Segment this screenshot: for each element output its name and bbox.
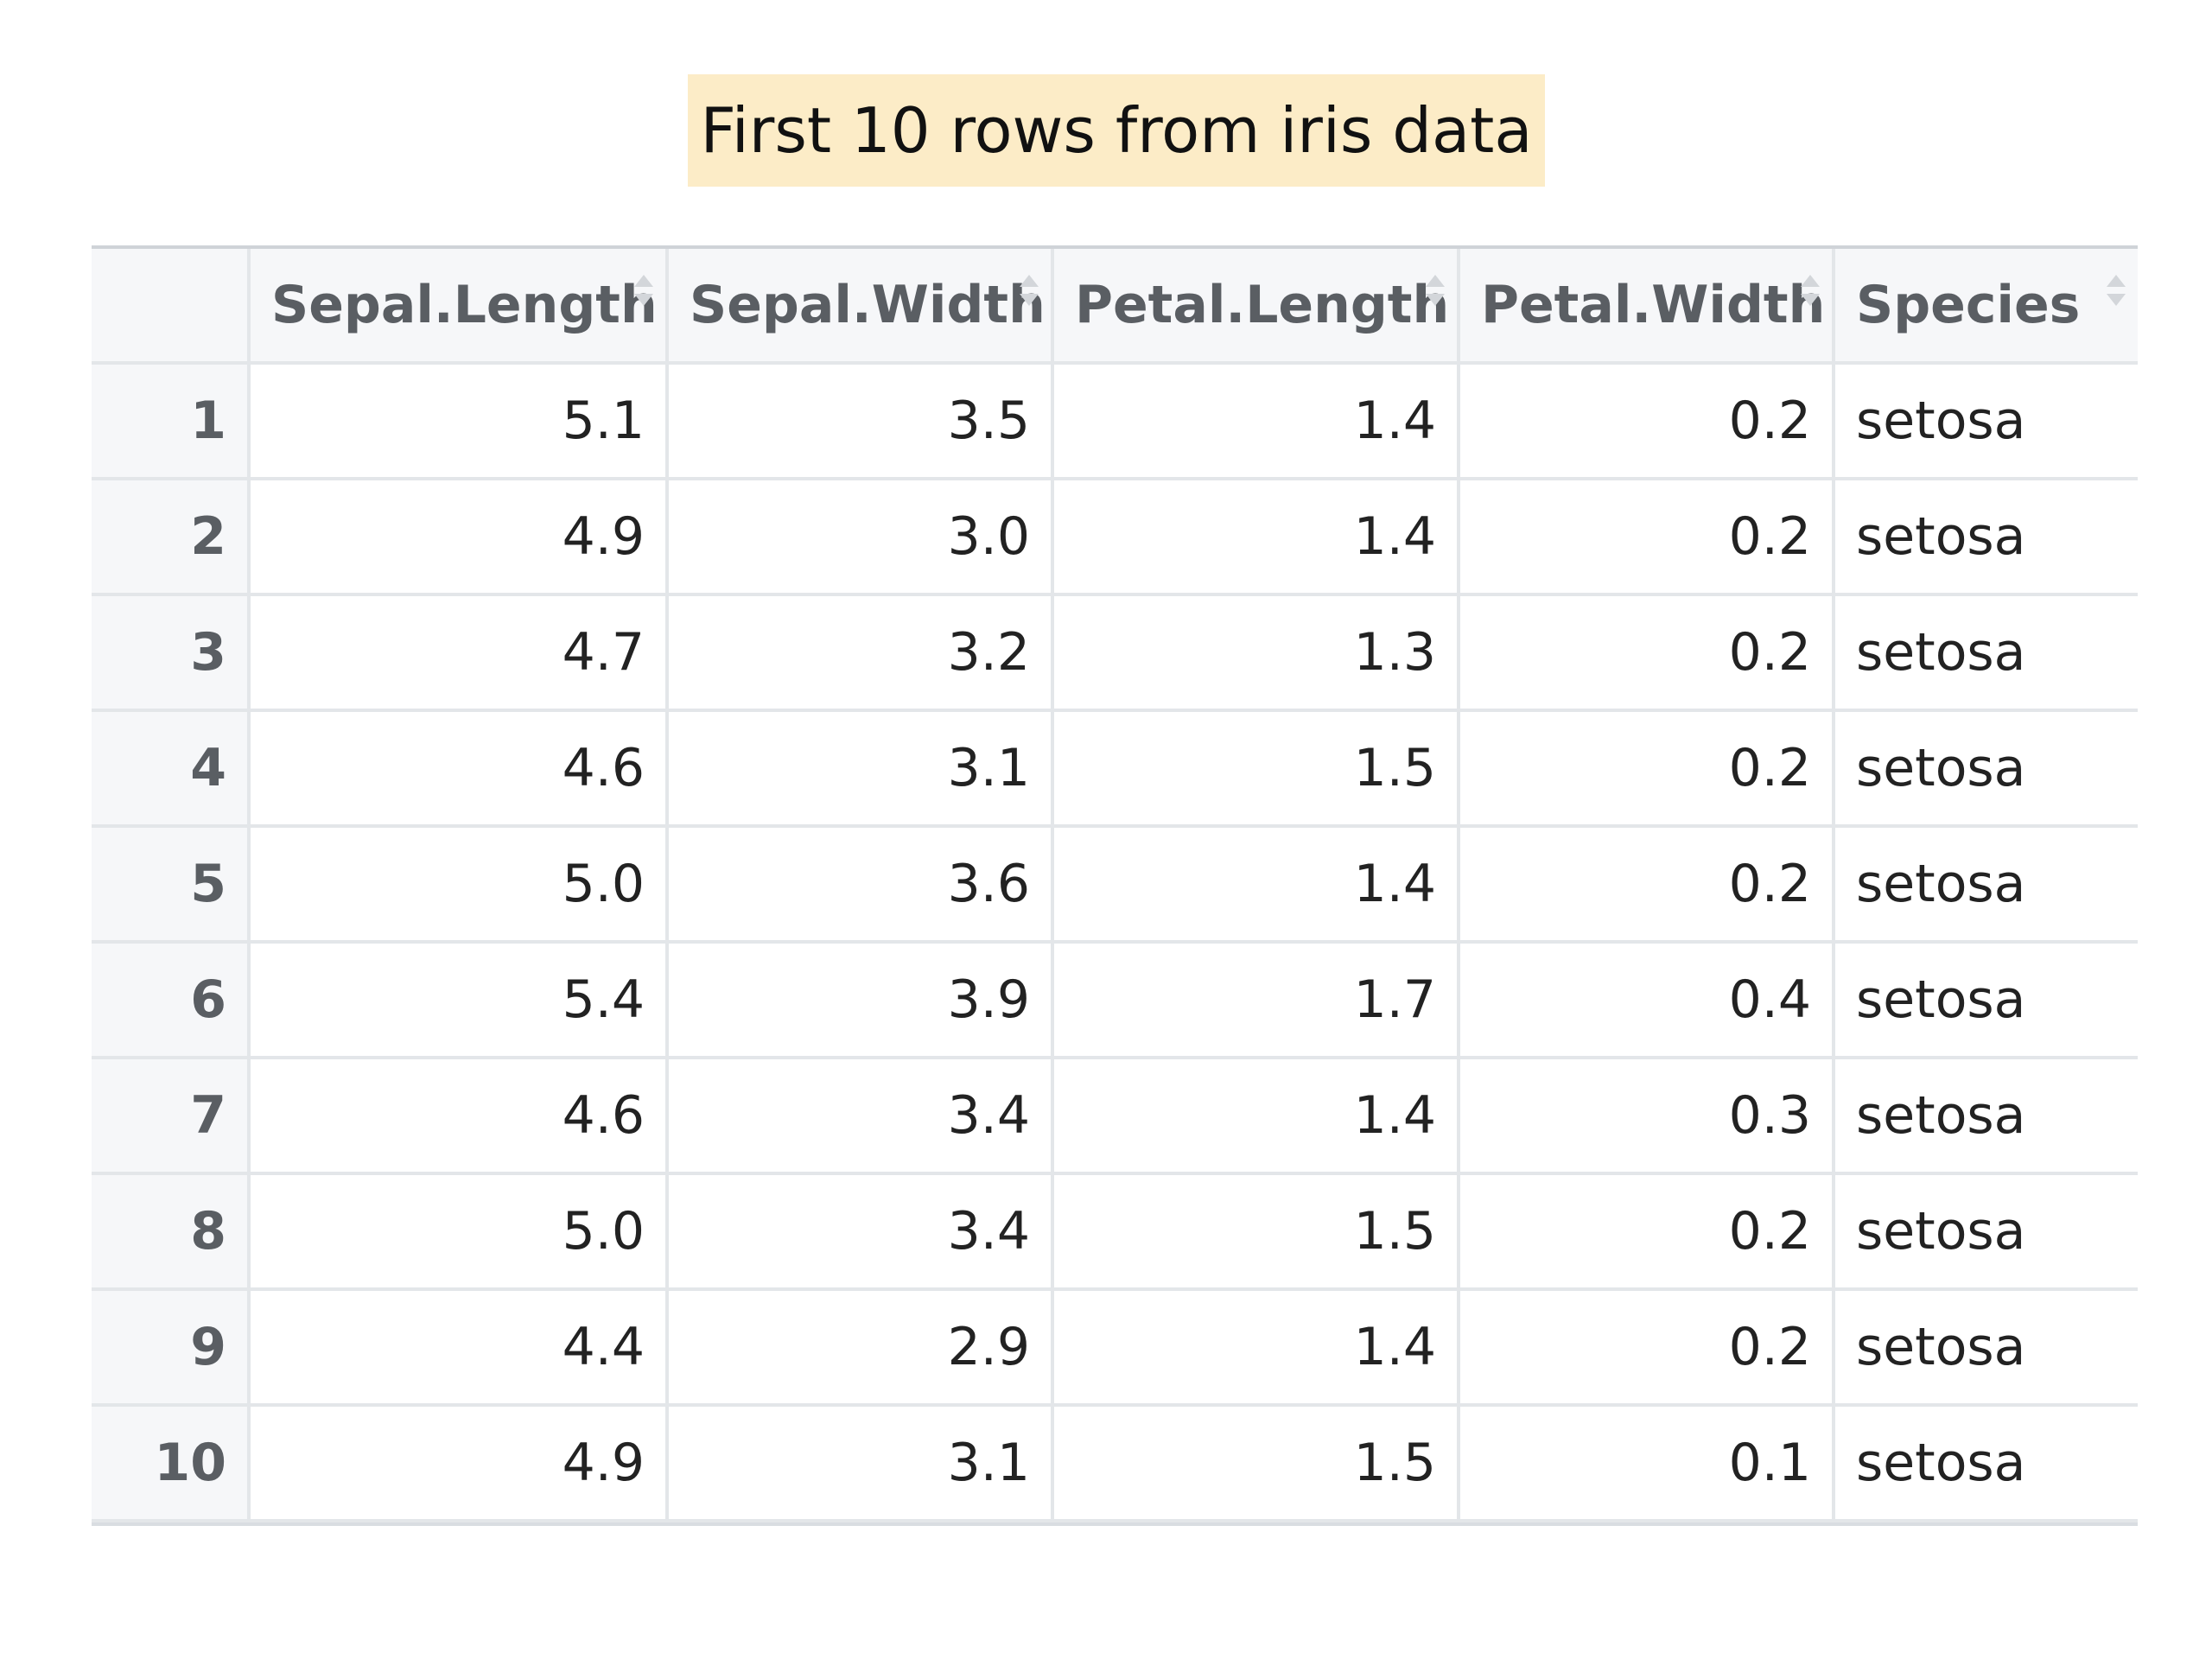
cell-species: setosa [1832,1058,2138,1175]
cell-petal-width: 0.3 [1457,1058,1834,1175]
table-row: 1 5.1 3.5 1.4 0.2 setosa [92,363,2138,480]
header-rownames [92,249,249,365]
cell-petal-width: 0.2 [1457,363,1834,480]
cell-sepal-width: 3.1 [665,710,1052,828]
table-row: 8 5.0 3.4 1.5 0.2 setosa [92,1173,2138,1291]
data-table: Sepal.Length Sepal.Width Petal.Length Pe… [92,249,2138,1522]
row-number: 4 [92,710,249,828]
header-label: Species [1856,275,2081,335]
cell-petal-width: 0.2 [1457,826,1834,944]
cell-species: setosa [1832,479,2138,596]
row-number: 5 [92,826,249,944]
cell-sepal-length: 4.9 [247,1405,667,1522]
row-number: 9 [92,1289,249,1407]
sort-icon[interactable] [634,275,653,313]
header-petal-length[interactable]: Petal.Length [1051,249,1459,365]
cell-species: setosa [1832,942,2138,1059]
cell-sepal-width: 3.0 [665,479,1052,596]
table-header: Sepal.Length Sepal.Width Petal.Length Pe… [92,249,2138,365]
table-row: 9 4.4 2.9 1.4 0.2 setosa [92,1289,2138,1407]
header-label: Petal.Length [1075,275,1450,335]
row-number: 2 [92,479,249,596]
cell-sepal-length: 5.0 [247,826,667,944]
cell-species: setosa [1832,710,2138,828]
header-petal-width[interactable]: Petal.Width [1457,249,1834,365]
sort-icon[interactable] [1020,275,1039,313]
row-number: 10 [92,1405,249,1522]
header-label: Sepal.Width [690,275,1046,335]
header-row: Sepal.Length Sepal.Width Petal.Length Pe… [92,249,2138,365]
table-row: 6 5.4 3.9 1.7 0.4 setosa [92,942,2138,1059]
sort-icon[interactable] [1801,275,1820,313]
table-row: 7 4.6 3.4 1.4 0.3 setosa [92,1058,2138,1175]
row-number: 7 [92,1058,249,1175]
cell-sepal-width: 3.6 [665,826,1052,944]
header-sepal-length[interactable]: Sepal.Length [247,249,667,365]
row-number: 1 [92,363,249,480]
cell-petal-width: 0.4 [1457,942,1834,1059]
cell-petal-width: 0.2 [1457,479,1834,596]
cell-petal-width: 0.2 [1457,1289,1834,1407]
cell-species: setosa [1832,363,2138,480]
table-row: 5 5.0 3.6 1.4 0.2 setosa [92,826,2138,944]
cell-petal-length: 1.4 [1051,1289,1459,1407]
table-body: 1 5.1 3.5 1.4 0.2 setosa 2 4.9 3.0 1.4 0… [92,363,2138,1522]
cell-species: setosa [1832,1173,2138,1291]
row-number: 6 [92,942,249,1059]
cell-sepal-width: 3.5 [665,363,1052,480]
data-table-container: Sepal.Length Sepal.Width Petal.Length Pe… [92,245,2138,1526]
table-row: 10 4.9 3.1 1.5 0.1 setosa [92,1405,2138,1522]
cell-petal-length: 1.3 [1051,594,1459,712]
header-label: Petal.Width [1481,275,1826,335]
cell-petal-width: 0.2 [1457,594,1834,712]
table-title: First 10 rows from iris data [700,94,1533,167]
row-number: 3 [92,594,249,712]
cell-petal-length: 1.4 [1051,363,1459,480]
cell-sepal-length: 5.0 [247,1173,667,1291]
cell-species: setosa [1832,1289,2138,1407]
cell-petal-length: 1.4 [1051,1058,1459,1175]
cell-petal-length: 1.5 [1051,710,1459,828]
cell-sepal-width: 3.9 [665,942,1052,1059]
cell-petal-length: 1.4 [1051,826,1459,944]
cell-petal-width: 0.2 [1457,710,1834,828]
cell-petal-length: 1.5 [1051,1405,1459,1522]
cell-petal-width: 0.2 [1457,1173,1834,1291]
cell-sepal-length: 4.6 [247,710,667,828]
table-title-box: First 10 rows from iris data [688,74,1545,187]
table-row: 2 4.9 3.0 1.4 0.2 setosa [92,479,2138,596]
row-number: 8 [92,1173,249,1291]
cell-sepal-length: 5.1 [247,363,667,480]
cell-species: setosa [1832,1405,2138,1522]
table-row: 4 4.6 3.1 1.5 0.2 setosa [92,710,2138,828]
cell-species: setosa [1832,594,2138,712]
cell-petal-length: 1.4 [1051,479,1459,596]
sort-icon[interactable] [1426,275,1445,313]
cell-sepal-width: 3.4 [665,1173,1052,1291]
cell-petal-width: 0.1 [1457,1405,1834,1522]
table-row: 3 4.7 3.2 1.3 0.2 setosa [92,594,2138,712]
cell-sepal-length: 4.4 [247,1289,667,1407]
cell-sepal-width: 3.2 [665,594,1052,712]
cell-sepal-width: 3.1 [665,1405,1052,1522]
cell-sepal-length: 4.6 [247,1058,667,1175]
header-species[interactable]: Species [1832,249,2138,365]
cell-petal-length: 1.7 [1051,942,1459,1059]
cell-sepal-width: 3.4 [665,1058,1052,1175]
cell-species: setosa [1832,826,2138,944]
header-sepal-width[interactable]: Sepal.Width [665,249,1052,365]
cell-sepal-width: 2.9 [665,1289,1052,1407]
header-label: Sepal.Length [271,275,658,335]
cell-sepal-length: 4.9 [247,479,667,596]
cell-sepal-length: 5.4 [247,942,667,1059]
cell-petal-length: 1.5 [1051,1173,1459,1291]
cell-sepal-length: 4.7 [247,594,667,712]
sort-icon[interactable] [2107,275,2126,313]
